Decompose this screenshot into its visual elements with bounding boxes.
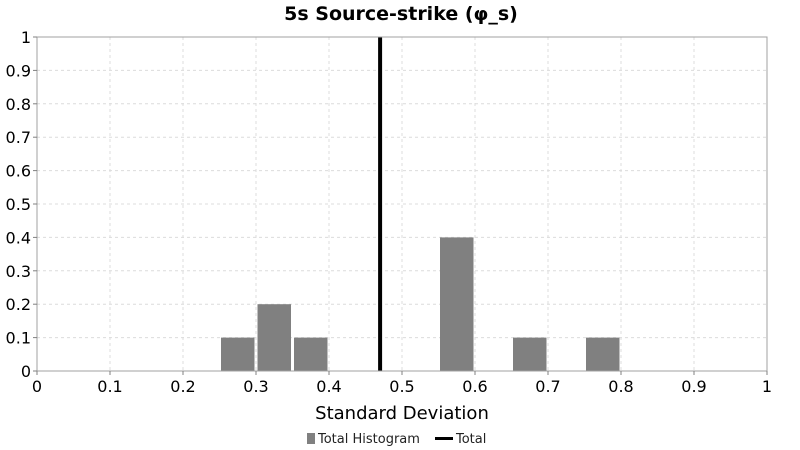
x-tick-label-2: 0.2 bbox=[170, 377, 195, 396]
legend-swatch-histogram bbox=[307, 433, 315, 444]
x-tick-label-6: 0.6 bbox=[462, 377, 487, 396]
y-tick-label-6: 0.6 bbox=[6, 162, 31, 181]
y-tick-label-8: 0.8 bbox=[6, 95, 31, 114]
x-tick-label-0: 0 bbox=[32, 377, 42, 396]
legend-label-total: Total bbox=[455, 432, 486, 447]
x-tick-label-5: 0.5 bbox=[389, 377, 414, 396]
y-tick-label-4: 0.4 bbox=[6, 228, 31, 247]
x-axis-ticks: 0 0.1 0.2 0.3 0.4 0.5 0.6 0.7 0.8 0.9 1 bbox=[32, 371, 772, 396]
legend-label-histogram: Total Histogram bbox=[317, 432, 420, 447]
x-tick-label-3: 0.3 bbox=[243, 377, 268, 396]
histogram-bar-1 bbox=[257, 304, 291, 371]
histogram-bar-2 bbox=[294, 337, 328, 371]
histogram-bar-3 bbox=[440, 237, 474, 371]
y-tick-label-1: 0.1 bbox=[6, 329, 31, 348]
x-tick-label-9: 0.9 bbox=[681, 377, 706, 396]
x-tick-label-10: 1 bbox=[762, 377, 772, 396]
y-tick-label-5: 0.5 bbox=[6, 195, 31, 214]
legend: Total Histogram Total bbox=[307, 432, 486, 447]
x-tick-label-8: 0.8 bbox=[608, 377, 633, 396]
y-tick-label-10: 1 bbox=[21, 28, 31, 47]
y-axis-ticks: 0 0.1 0.2 0.3 0.4 0.5 0.6 0.7 0.8 0.9 1 bbox=[6, 28, 37, 381]
x-axis-title: Standard Deviation bbox=[315, 403, 489, 424]
y-tick-label-7: 0.7 bbox=[6, 128, 31, 147]
histogram-bar-5 bbox=[586, 337, 620, 371]
histogram-bar-0 bbox=[221, 337, 255, 371]
x-tick-label-7: 0.7 bbox=[535, 377, 560, 396]
x-tick-label-1: 0.1 bbox=[97, 377, 122, 396]
y-tick-label-0: 0 bbox=[21, 362, 31, 381]
grid-lines bbox=[37, 37, 767, 371]
y-tick-label-2: 0.2 bbox=[6, 295, 31, 314]
chart-title: 5s Source-strike (φ_s) bbox=[284, 3, 518, 25]
x-tick-label-4: 0.4 bbox=[316, 377, 341, 396]
y-tick-label-9: 0.9 bbox=[6, 61, 31, 80]
histogram-bars bbox=[221, 237, 620, 371]
y-tick-label-3: 0.3 bbox=[6, 262, 31, 281]
legend-swatch-total bbox=[435, 437, 453, 440]
histogram-bar-4 bbox=[513, 337, 547, 371]
